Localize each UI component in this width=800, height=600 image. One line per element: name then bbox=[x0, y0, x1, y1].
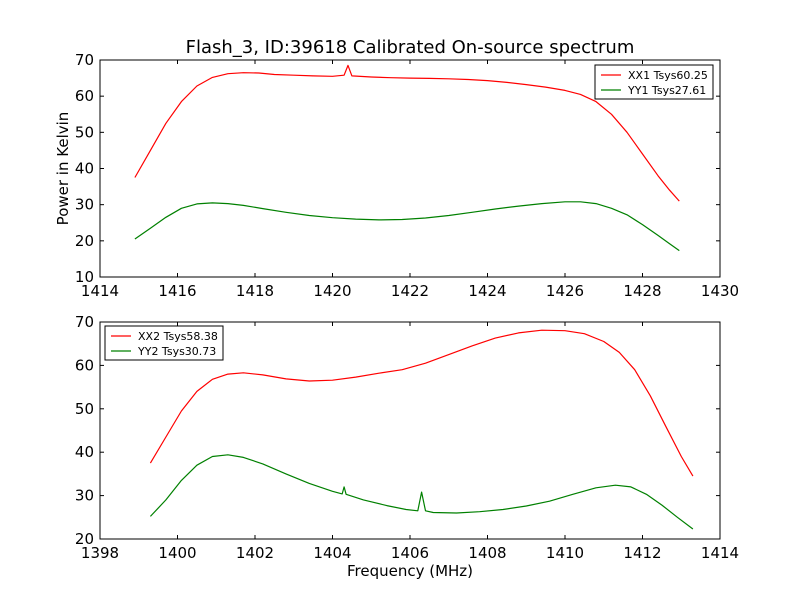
series-line-xx2 bbox=[149, 329, 694, 477]
x-tick-label: 1412 bbox=[623, 544, 661, 562]
series-line-yy2 bbox=[149, 454, 694, 530]
x-tick-label: 1418 bbox=[236, 282, 274, 300]
x-tick-label: 1416 bbox=[158, 282, 196, 300]
series-line-yy1 bbox=[134, 201, 680, 252]
x-tick-label: 1426 bbox=[546, 282, 584, 300]
x-tick-label: 1420 bbox=[313, 282, 351, 300]
x-tick-label: 1404 bbox=[313, 544, 351, 562]
y-tick-label: 20 bbox=[75, 530, 94, 548]
bottom-chart: 1398 1400 1402 1404 1406 1408 1410 1412 1414 20 30… bbox=[75, 313, 739, 580]
legend-entry: XX1 Tsys60.25 bbox=[628, 69, 708, 82]
y-tick-label: 70 bbox=[75, 313, 94, 331]
figure-title: Flash_3, ID:39618 Calibrated On-source s… bbox=[186, 37, 635, 58]
x-tick-label: 1428 bbox=[623, 282, 661, 300]
legend-entry: YY1 Tsys27.61 bbox=[627, 84, 706, 97]
y-tick-label: 50 bbox=[75, 123, 94, 141]
y-tick-label: 60 bbox=[75, 87, 94, 105]
y-tick-label: 30 bbox=[75, 487, 94, 505]
legend: XX1 Tsys60.25 YY1 Tsys27.61 bbox=[594, 64, 714, 100]
y-tick-label: 30 bbox=[75, 196, 94, 214]
legend-entry: XX2 Tsys58.38 bbox=[138, 330, 218, 343]
x-tick-label: 1410 bbox=[546, 544, 584, 562]
x-tick-label: 1398 bbox=[81, 544, 119, 562]
legend-entry: YY2 Tsys30.73 bbox=[137, 345, 216, 358]
y-axis-label: Power in Kelvin bbox=[54, 112, 72, 226]
x-tick-label: 1424 bbox=[468, 282, 506, 300]
x-tick-label: 1430 bbox=[701, 282, 739, 300]
y-tick-label: 50 bbox=[75, 400, 94, 418]
y-tick-label: 20 bbox=[75, 232, 94, 250]
series-line-xx1 bbox=[134, 64, 680, 202]
y-tick-label: 60 bbox=[75, 356, 94, 374]
x-tick-label: 1422 bbox=[391, 282, 429, 300]
x-tick-label: 1414 bbox=[81, 282, 119, 300]
x-tick-label: 1408 bbox=[468, 544, 506, 562]
y-tick-label: 10 bbox=[75, 268, 94, 286]
x-tick-label: 1400 bbox=[158, 544, 196, 562]
x-tick-label: 1406 bbox=[391, 544, 429, 562]
y-tick-label: 40 bbox=[75, 160, 94, 178]
legend-box bbox=[594, 64, 714, 100]
x-tick-label: 1402 bbox=[236, 544, 274, 562]
y-tick-label: 70 bbox=[75, 51, 94, 69]
x-tick-label: 1414 bbox=[701, 544, 739, 562]
x-axis-label: Frequency (MHz) bbox=[347, 562, 473, 580]
legend: XX2 Tsys58.38 YY2 Tsys30.73 bbox=[104, 325, 224, 361]
legend-box bbox=[104, 325, 224, 361]
y-tick-label: 40 bbox=[75, 443, 94, 461]
top-chart: 1414 1416 1418 1420 1422 1424 1426 1428 1430 10 20… bbox=[54, 51, 739, 300]
